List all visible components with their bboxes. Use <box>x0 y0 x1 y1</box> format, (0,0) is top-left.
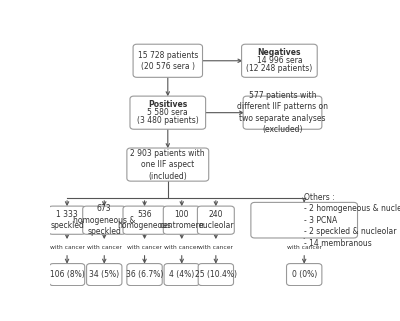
FancyBboxPatch shape <box>198 206 234 234</box>
Text: 25 (10.4%): 25 (10.4%) <box>195 270 237 279</box>
FancyBboxPatch shape <box>243 96 322 129</box>
Text: 5 580 sera: 5 580 sera <box>148 108 188 117</box>
Text: 106 (8%): 106 (8%) <box>50 270 84 279</box>
Text: 2 903 patients with
one IIF aspect
(included): 2 903 patients with one IIF aspect (incl… <box>130 149 205 180</box>
FancyBboxPatch shape <box>127 148 209 181</box>
Text: (3 480 patients): (3 480 patients) <box>137 116 199 125</box>
Text: Negatives: Negatives <box>258 48 301 57</box>
Text: 15 728 patients
(20 576 sera ): 15 728 patients (20 576 sera ) <box>138 50 198 71</box>
FancyBboxPatch shape <box>123 206 166 234</box>
Text: with cancer: with cancer <box>287 245 322 250</box>
FancyBboxPatch shape <box>163 206 200 234</box>
FancyBboxPatch shape <box>83 206 126 234</box>
Text: with cancer: with cancer <box>127 245 162 250</box>
Text: 14 996 sera: 14 996 sera <box>256 56 302 65</box>
FancyBboxPatch shape <box>49 206 86 234</box>
Text: 673
homogeneous &
speckled: 673 homogeneous & speckled <box>73 204 136 236</box>
Text: 36 (6.7%): 36 (6.7%) <box>126 270 163 279</box>
FancyBboxPatch shape <box>164 264 200 286</box>
Text: 34 (5%): 34 (5%) <box>89 270 119 279</box>
Text: 100
centromere: 100 centromere <box>160 210 204 230</box>
FancyBboxPatch shape <box>133 44 202 77</box>
FancyBboxPatch shape <box>286 264 322 286</box>
Text: 4 (4%): 4 (4%) <box>169 270 194 279</box>
FancyBboxPatch shape <box>86 264 122 286</box>
Text: (12 248 patients): (12 248 patients) <box>246 64 312 73</box>
Text: Others :
- 2 homogeneous & nucleolar
- 3 PCNA
- 2 speckled & nucleolar
- 14 memb: Others : - 2 homogeneous & nucleolar - 3… <box>304 193 400 247</box>
Text: Positives: Positives <box>148 100 188 109</box>
Text: with cancer: with cancer <box>198 245 233 250</box>
Text: 0 (0%): 0 (0%) <box>292 270 317 279</box>
FancyBboxPatch shape <box>198 264 234 286</box>
Text: with cancer: with cancer <box>50 245 84 250</box>
Text: 240
nucleolar: 240 nucleolar <box>198 210 234 230</box>
Text: 1 333
speckled: 1 333 speckled <box>50 210 84 230</box>
FancyBboxPatch shape <box>49 264 85 286</box>
Text: 577 patients with
different IIF patterns on
two separate analyses
(excluded): 577 patients with different IIF patterns… <box>237 91 328 134</box>
Text: with cancer: with cancer <box>164 245 199 250</box>
FancyBboxPatch shape <box>242 44 317 77</box>
FancyBboxPatch shape <box>130 96 206 129</box>
FancyBboxPatch shape <box>127 264 162 286</box>
Text: 536
homogeneous: 536 homogeneous <box>118 210 172 230</box>
FancyBboxPatch shape <box>251 203 358 238</box>
Text: with cancer: with cancer <box>87 245 122 250</box>
